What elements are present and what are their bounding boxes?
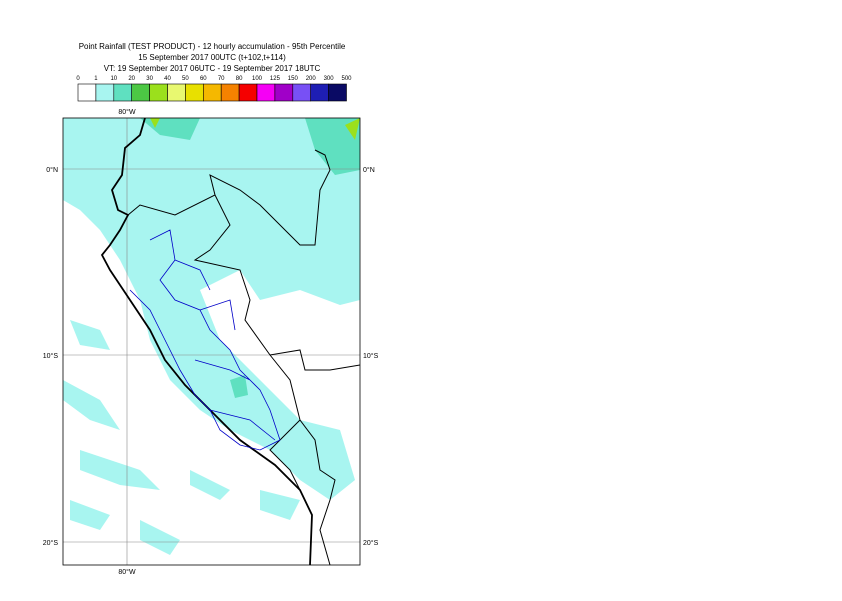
- axis-label: 0°N: [363, 166, 375, 174]
- legend: 0 1 10 20 30 40 50 60 70 80 100 125 150 200 300 500: [76, 76, 352, 102]
- legend-label: 10: [110, 76, 117, 82]
- title-line: Point Rainfall (TEST PRODUCT) - 12 hourl…: [79, 42, 346, 51]
- border: [127, 149, 360, 565]
- legend-swatch: [113, 83, 133, 102]
- legend-label: 40: [164, 76, 171, 82]
- region-border: [129, 229, 281, 451]
- legend-swatch: [167, 83, 186, 102]
- legend-swatch: [292, 83, 311, 102]
- legend-label: 200: [306, 76, 317, 82]
- legend-swatch: [220, 83, 240, 102]
- rain-field: [63, 118, 360, 555]
- legend-label: 100: [252, 76, 263, 82]
- coastline: [100, 118, 313, 565]
- legend-label: 0: [76, 76, 80, 82]
- axis-label: 0°N: [46, 166, 58, 174]
- legend-swatch: [149, 83, 168, 102]
- legend-label: 300: [324, 76, 335, 82]
- legend-label: 500: [341, 76, 352, 82]
- axis-label: 20°S: [363, 539, 379, 547]
- axis-label: 20°S: [43, 539, 59, 547]
- axis-label: 80°W: [118, 568, 136, 576]
- graticule: [63, 118, 360, 565]
- legend-label: 150: [288, 76, 299, 82]
- legend-swatch: [328, 83, 347, 102]
- legend-label: 70: [218, 76, 225, 82]
- legend-swatch: [310, 83, 329, 102]
- legend-swatch: [185, 83, 204, 102]
- legend-swatch: [274, 83, 294, 102]
- legend-label: 20: [128, 76, 135, 82]
- legend-label: 1: [94, 76, 98, 82]
- legend-swatch: [95, 83, 115, 102]
- legend-label: 80: [236, 76, 243, 82]
- axis-label: 80°W: [118, 108, 136, 116]
- legend-swatch: [203, 83, 222, 102]
- title-line: 15 September 2017 00UTC (t+102,t+114): [138, 53, 286, 62]
- legend-label: 50: [182, 76, 189, 82]
- map-frame: [62, 117, 361, 566]
- legend-swatch: [131, 83, 150, 102]
- legend-swatch: [256, 83, 276, 102]
- map: [63, 118, 360, 565]
- legend-label: 125: [270, 76, 281, 82]
- legend-label: 30: [146, 76, 153, 82]
- legend-label: 60: [200, 76, 207, 82]
- axis-label: 10°S: [363, 352, 379, 360]
- title-line: VT: 19 September 2017 06UTC - 19 Septemb…: [104, 64, 321, 73]
- legend-swatch: [77, 83, 97, 102]
- axis-label: 10°S: [43, 352, 59, 360]
- legend-swatch: [238, 83, 258, 102]
